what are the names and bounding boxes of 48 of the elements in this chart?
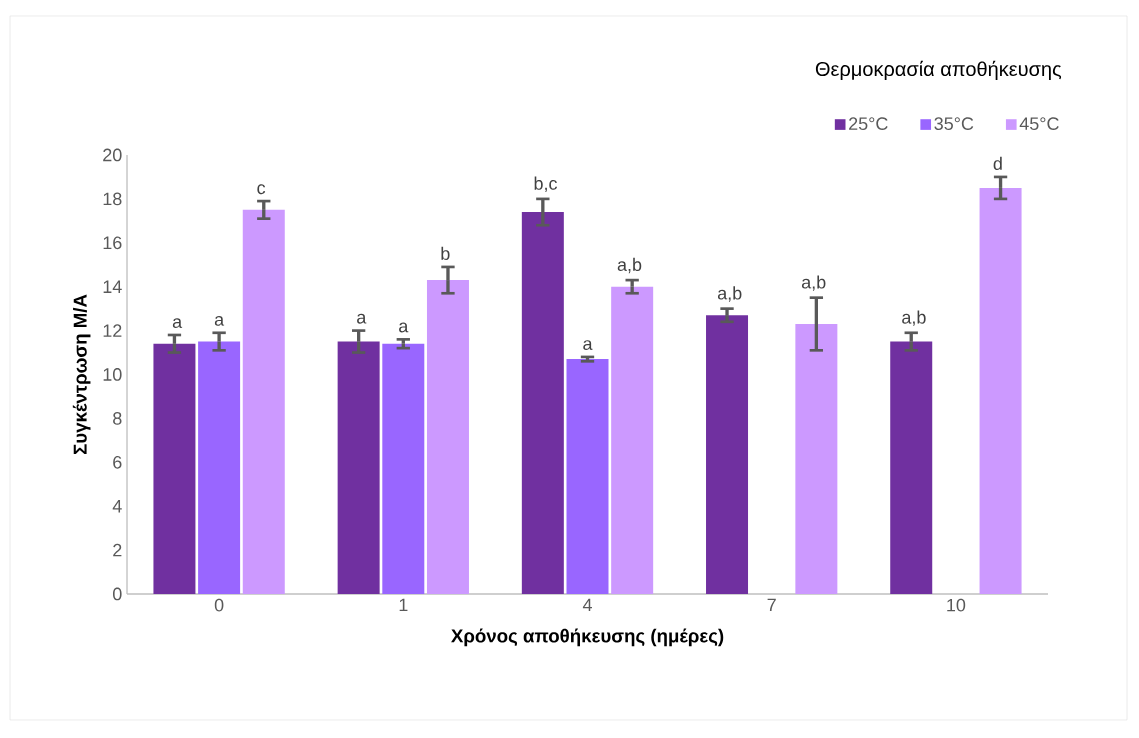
- legend-label: 45°C: [1019, 117, 1059, 130]
- bar: [382, 343, 425, 594]
- legend-label: 25°C: [849, 117, 888, 130]
- x-tick-label: 7: [767, 598, 776, 612]
- bar: [795, 324, 838, 594]
- bar: [566, 359, 609, 594]
- data-label: a: [172, 318, 183, 329]
- data-label: b,c: [534, 176, 558, 192]
- y-tick-label: 16: [103, 236, 122, 250]
- bar: [521, 212, 564, 594]
- y-tick-label: 4: [112, 500, 122, 513]
- data-label: a: [583, 340, 593, 350]
- x-tick-label: 0: [214, 598, 224, 612]
- x-tick-label: 1: [399, 598, 408, 612]
- data-label: a: [357, 313, 367, 324]
- data-label: d: [993, 156, 1002, 170]
- x-tick-label: 10: [947, 598, 966, 612]
- data-label: a,b: [617, 257, 642, 274]
- y-tick-label: 8: [113, 412, 122, 425]
- bar: [611, 286, 654, 594]
- data-label: b: [441, 246, 450, 260]
- legend-label: 35°C: [934, 117, 974, 130]
- bar: [337, 341, 380, 594]
- x-tick-label: 4: [582, 598, 592, 612]
- y-tick-label: 14: [103, 280, 122, 293]
- bar: [706, 315, 749, 594]
- x-axis-title: Χρόνος αποθήκευσης (ημέρες): [451, 628, 724, 647]
- y-tick-label: 12: [103, 324, 122, 337]
- y-tick-label: 20: [103, 148, 122, 162]
- data-label: a,b: [902, 310, 926, 326]
- data-label: c: [257, 184, 266, 195]
- data-label: a,b: [717, 286, 742, 302]
- bar: [979, 187, 1022, 594]
- bar: [426, 280, 469, 594]
- data-label: a: [399, 322, 409, 333]
- bar: [198, 341, 241, 594]
- data-label: a,b: [801, 275, 826, 291]
- legend-title: Θερμοκρασία αποθήκευσης: [815, 60, 1062, 81]
- y-tick-label: 10: [103, 368, 122, 381]
- bar: [153, 343, 196, 594]
- y-tick-label: 2: [113, 543, 122, 557]
- y-tick-label: 18: [103, 192, 122, 206]
- bar: [242, 209, 285, 594]
- bar: [890, 341, 933, 594]
- data-label: a: [214, 315, 225, 326]
- y-tick-label: 6: [113, 455, 122, 469]
- y-axis-title: Συγκέντρωση Μ/Α: [72, 294, 91, 455]
- y-tick-label: 0: [113, 587, 122, 601]
